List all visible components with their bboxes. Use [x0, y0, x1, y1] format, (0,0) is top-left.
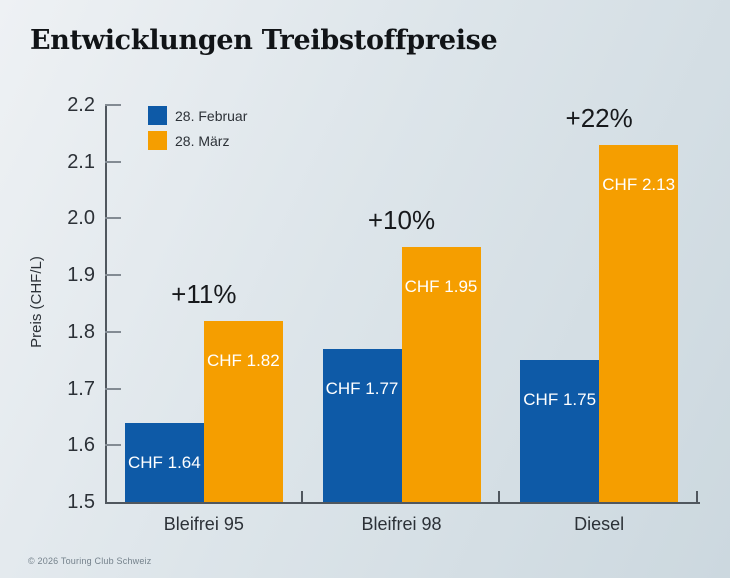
y-tick-2.0 [105, 217, 121, 220]
y-tick-1.7 [105, 387, 121, 390]
pct-change-label-1: +11% [171, 278, 237, 309]
chart-title: Entwicklungen Treibstoffpreise [30, 25, 498, 56]
x-axis-line [105, 502, 700, 504]
bar-value-label: CHF 2.13 [602, 174, 676, 194]
bar-maerz-diesel: CHF 2.13 [599, 144, 679, 502]
legend-label-maerz: 28. März [175, 132, 230, 149]
legend-swatch-maerz [148, 131, 167, 150]
bar-value-label: CHF 1.95 [404, 276, 478, 296]
legend: 28. Februar 28. März [148, 106, 247, 156]
bar-value-label: CHF 1.75 [523, 390, 597, 410]
bar-value-label: CHF 1.77 [325, 378, 399, 398]
legend-item-maerz: 28. März [148, 131, 247, 150]
y-tick-label-1.6: 1.6 [67, 434, 95, 457]
bar-value-label: CHF 1.64 [127, 452, 201, 472]
bar-februar-bleifrei-98: CHF 1.77 [322, 348, 402, 502]
bar-maerz-bleifrei-95: CHF 1.82 [203, 320, 283, 502]
y-tick-2.1 [105, 160, 121, 163]
x-tick-2 [498, 491, 501, 502]
y-tick-1.6 [105, 444, 121, 447]
legend-swatch-februar [148, 106, 167, 125]
category-label-bleifrei-95: Bleifrei 95 [163, 514, 244, 534]
pct-change-label-2: +10% [367, 204, 436, 235]
legend-label-februar: 28. Februar [175, 107, 248, 124]
pct-change-label-3: +22% [565, 102, 633, 133]
y-tick-label-1.5: 1.5 [67, 491, 95, 513]
y-tick-label-1.7: 1.7 [67, 377, 95, 400]
bar-value-label: CHF 1.82 [206, 350, 280, 370]
x-tick-1 [300, 491, 303, 502]
y-tick-label-1.8: 1.8 [67, 320, 95, 343]
y-axis-label: Preis (CHF/L) [28, 256, 45, 348]
y-tick-1.9 [105, 274, 121, 277]
copyright-text: © 2026 Touring Club Schweiz [28, 556, 152, 566]
y-tick-label-2.0: 2.0 [67, 207, 95, 230]
legend-item-februar: 28. Februar [148, 106, 247, 125]
y-tick-label-2.1: 2.1 [67, 150, 95, 173]
y-axis-line [105, 105, 107, 504]
bar-februar-diesel: CHF 1.75 [520, 360, 600, 502]
y-tick-label-1.9: 1.9 [67, 264, 95, 287]
y-tick-1.8 [105, 330, 121, 333]
bar-maerz-bleifrei-98: CHF 1.95 [401, 246, 481, 502]
y-tick-label-2.2: 2.2 [67, 94, 95, 116]
category-label-diesel: Diesel [574, 514, 625, 534]
category-label-bleifrei-98: Bleifrei 98 [361, 514, 442, 534]
x-tick-3 [696, 491, 698, 502]
y-tick-2.2 [105, 104, 121, 106]
bar-februar-bleifrei-95: CHF 1.64 [124, 422, 204, 502]
